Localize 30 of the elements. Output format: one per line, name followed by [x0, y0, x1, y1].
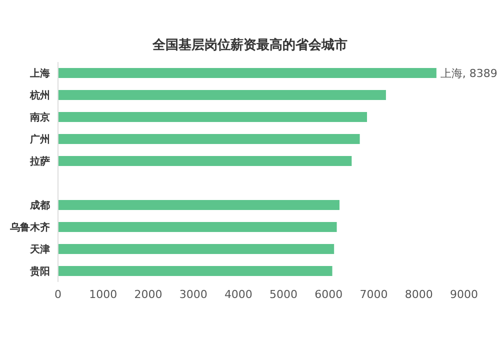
- chart-title: 全国基层岗位薪资最高的省会城市: [152, 36, 348, 54]
- bar: [58, 112, 368, 122]
- bar: [58, 90, 386, 100]
- x-tick-label: 4000: [224, 288, 252, 301]
- y-tick-label: 广州: [29, 134, 50, 146]
- x-tick-label: 2000: [134, 288, 162, 301]
- x-tick-label: 0: [54, 288, 62, 301]
- y-tick-label: 杭州: [29, 90, 50, 102]
- bar: [58, 134, 360, 144]
- x-tick-label: 7000: [360, 288, 388, 301]
- bar: [58, 222, 337, 232]
- bar: [58, 68, 436, 78]
- y-tick-label: 贵阳: [29, 266, 50, 278]
- y-tick-label: 天津: [29, 244, 50, 256]
- data-label: 上海, 8389: [440, 67, 498, 80]
- x-tick-label: 9000: [450, 288, 478, 301]
- y-tick-label: 成都: [29, 200, 50, 212]
- y-tick-label: 拉萨: [29, 156, 50, 168]
- bar: [58, 200, 340, 210]
- y-tick-label: 上海: [29, 68, 50, 80]
- bar: [58, 244, 334, 254]
- x-tick-label: 6000: [314, 288, 343, 301]
- x-tick-label: 5000: [270, 288, 298, 301]
- bar: [58, 266, 332, 276]
- y-tick-label: 乌鲁木齐: [9, 222, 50, 234]
- x-tick-label: 3000: [179, 288, 208, 301]
- bar: [58, 156, 352, 166]
- x-tick-label: 1000: [89, 288, 118, 301]
- x-tick-label: 8000: [404, 288, 433, 301]
- y-tick-label: 南京: [29, 112, 50, 124]
